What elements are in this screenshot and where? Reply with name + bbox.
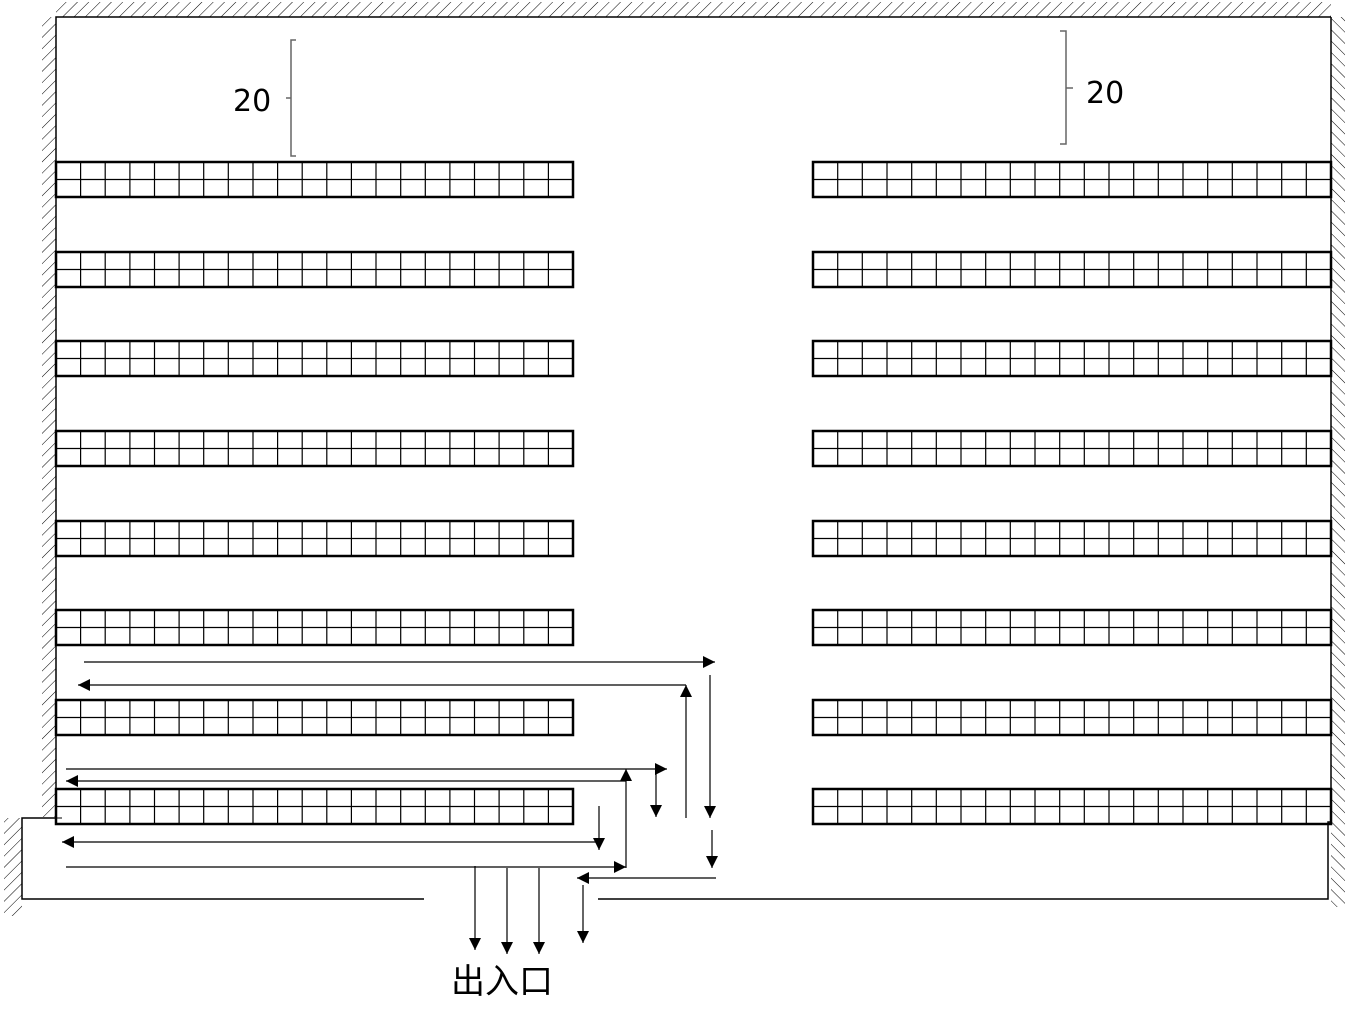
bracket-left (286, 39, 296, 157)
shelf-cells (56, 431, 573, 466)
top-wall-hatch (56, 2, 1331, 17)
shelf-cells (813, 341, 1331, 376)
shelf-frame (54, 160, 575, 199)
left-shelf-row (54, 787, 575, 826)
left-lower-wall-hatch (4, 818, 22, 916)
shelf-cells (813, 162, 1331, 197)
bracket-right (1060, 30, 1073, 145)
right-shelf-row (811, 429, 1333, 468)
shelf-cells (813, 431, 1331, 466)
right-shelf-row (811, 698, 1333, 737)
shelf-cells (813, 610, 1331, 645)
wall-outline-right (598, 17, 1332, 900)
shelf-cells (813, 789, 1331, 824)
shelf-frame (811, 519, 1333, 558)
shelf-frame (54, 608, 575, 647)
shelf-cells (56, 700, 573, 735)
shelf-cells (813, 521, 1331, 556)
shelf-cells (56, 789, 573, 824)
right-shelf-row (811, 339, 1333, 378)
left-shelf-row (54, 160, 575, 199)
left-shelf-row (54, 698, 575, 737)
shelf-cells (56, 521, 573, 556)
shelf-frame (54, 429, 575, 468)
entrance-label: 出入口 (451, 962, 553, 1002)
shelf-frame (811, 787, 1333, 826)
shelf-frame (811, 608, 1333, 647)
shelf-frame (54, 250, 575, 289)
dimension-label-right: 20 (1086, 76, 1124, 111)
shelf-frame (811, 339, 1333, 378)
walls (4, 2, 1345, 916)
right-shelf-row (811, 608, 1333, 647)
dimension-label-left: 20 (233, 84, 271, 119)
dimension-right: 20 (1060, 30, 1124, 145)
right-shelf-row (811, 787, 1333, 826)
flow-arrows (62, 656, 718, 954)
wall-outline-left (21, 16, 1331, 900)
shelf-frame (54, 339, 575, 378)
shelf-frame (811, 160, 1333, 199)
shelf-frame (811, 429, 1333, 468)
left-wall-hatch (42, 17, 56, 817)
shelf-cells (56, 610, 573, 645)
left-shelf-row (54, 429, 575, 468)
shelf-frame (811, 250, 1333, 289)
shelf-frame (811, 698, 1333, 737)
left-shelf-row (54, 608, 575, 647)
right-shelf-row (811, 160, 1333, 199)
right-wall-hatch (1331, 17, 1345, 907)
shelf-cells (813, 700, 1331, 735)
shelf-frame (54, 519, 575, 558)
left-shelf-row (54, 339, 575, 378)
left-shelf-row (54, 250, 575, 289)
shelf-cells (56, 162, 573, 197)
shelf-frame (54, 787, 575, 826)
left-shelf-row (54, 519, 575, 558)
shelf-cells (56, 252, 573, 287)
shelving-racks (54, 160, 1333, 826)
dimension-left: 20 (233, 39, 296, 157)
shelf-cells (813, 252, 1331, 287)
shelf-frame (54, 698, 575, 737)
shelf-cells (56, 341, 573, 376)
right-shelf-row (811, 519, 1333, 558)
right-shelf-row (811, 250, 1333, 289)
